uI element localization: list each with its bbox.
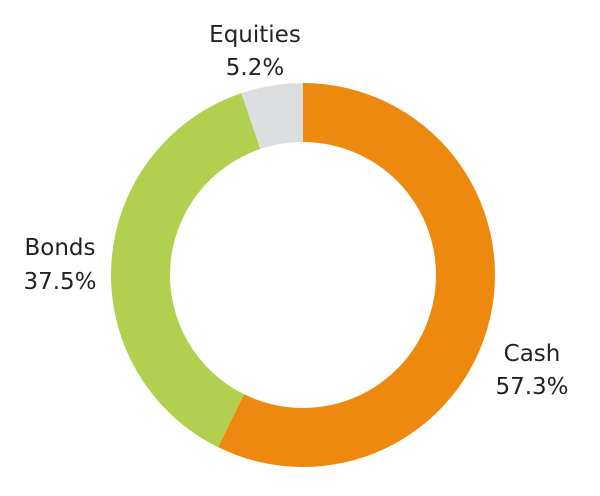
slice-label-equities-name: Equities [209,22,301,48]
slice-label-cash-value: 57.3% [495,374,568,400]
donut-slice-cash [217,83,496,468]
slice-label-bonds-name: Bonds [24,235,95,261]
donut-slice-bonds [110,93,261,448]
slice-label-bonds-value: 37.5% [23,269,96,295]
donut-slices [110,83,496,468]
donut-slice-equities [241,83,303,150]
slice-label-cash-name: Cash [504,341,561,367]
slice-label-equities-value: 5.2% [226,55,284,81]
